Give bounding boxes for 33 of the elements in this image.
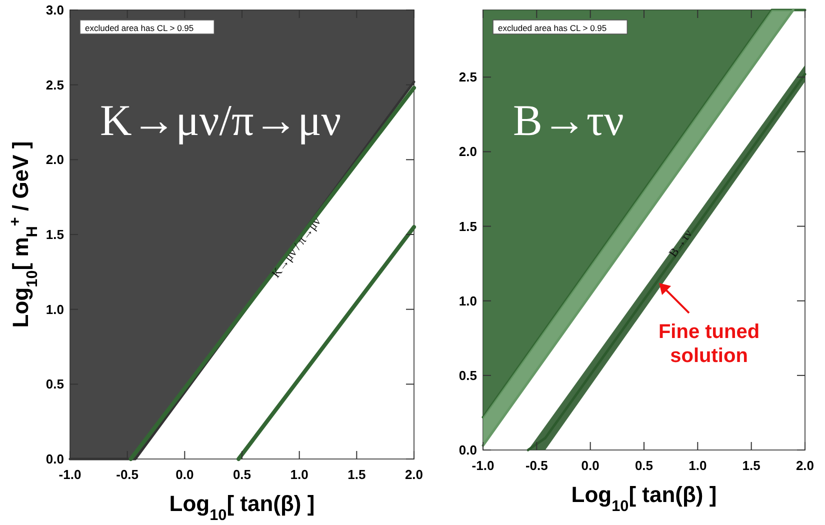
x-tick-label: 1.0 bbox=[290, 467, 308, 482]
y-tick-label: 3.0 bbox=[46, 2, 64, 18]
x-tick-label: 2.0 bbox=[796, 458, 814, 473]
y-tick-label: 2.5 bbox=[458, 70, 477, 85]
x-tick-label: -1.0 bbox=[58, 467, 82, 482]
x-tick-label: 0.5 bbox=[232, 467, 252, 482]
x-tick-label: -0.5 bbox=[525, 458, 548, 473]
y-tick-label: 0.5 bbox=[458, 368, 477, 383]
y-tick-label: 2.5 bbox=[46, 77, 64, 92]
y-tick-label: 1.5 bbox=[458, 218, 477, 234]
x-tick-label: 1.5 bbox=[742, 458, 760, 473]
x-tick-label: 2.0 bbox=[404, 467, 424, 482]
x-tick-label: 1.0 bbox=[688, 458, 707, 473]
annotation: excluded area has CL > 0.95 bbox=[498, 23, 607, 33]
x-tick-label: -0.5 bbox=[116, 467, 139, 482]
x-tick-label: 0.5 bbox=[634, 458, 654, 473]
y-tick-label: 1.0 bbox=[458, 293, 477, 308]
x-tick-label: 0.0 bbox=[581, 458, 600, 473]
annotation: Fine tuned solution bbox=[658, 320, 760, 367]
text: K→μν/π→μν bbox=[100, 96, 342, 145]
x-axis-title: Log$_{10}$[ tan(β) ] bbox=[571, 482, 717, 514]
annotation: excluded area has CL > 0.95 bbox=[85, 23, 194, 33]
y-tick-label: 0.5 bbox=[46, 376, 64, 392]
y-tick-label: 2.0 bbox=[458, 144, 477, 160]
y-tick-label: 1.0 bbox=[46, 302, 64, 317]
x-tick-label: 0.0 bbox=[176, 467, 194, 482]
text: B→τν bbox=[513, 96, 624, 145]
y-tick-label: 1.5 bbox=[46, 227, 64, 242]
x-tick-label: 1.5 bbox=[348, 467, 366, 482]
x-tick-label: -1.0 bbox=[472, 458, 494, 473]
x-axis-title: Log$_{10}$[ tan(β) ] bbox=[169, 491, 315, 524]
y-tick-label: 0.0 bbox=[458, 442, 477, 458]
y-tick-label: 2.0 bbox=[46, 152, 64, 168]
